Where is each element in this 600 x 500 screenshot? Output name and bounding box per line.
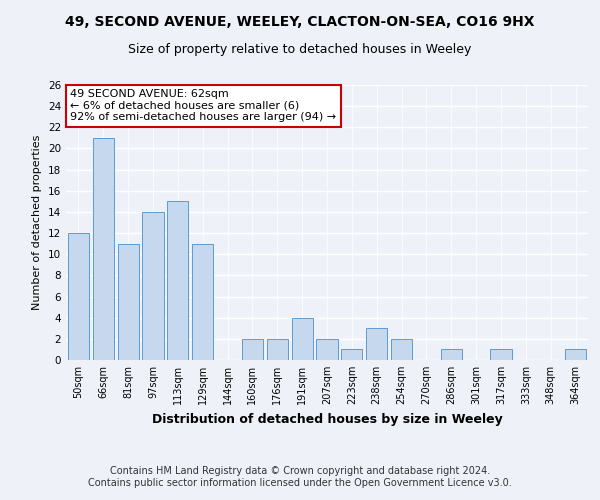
- Bar: [93, 138, 114, 360]
- Text: Size of property relative to detached houses in Weeley: Size of property relative to detached ho…: [128, 42, 472, 56]
- Bar: [68, 233, 89, 360]
- Bar: [242, 339, 263, 360]
- Bar: [316, 339, 338, 360]
- Bar: [292, 318, 313, 360]
- Bar: [366, 328, 387, 360]
- Bar: [192, 244, 213, 360]
- Bar: [167, 202, 188, 360]
- Bar: [267, 339, 288, 360]
- Text: 49, SECOND AVENUE, WEELEY, CLACTON-ON-SEA, CO16 9HX: 49, SECOND AVENUE, WEELEY, CLACTON-ON-SE…: [65, 15, 535, 29]
- Text: 49 SECOND AVENUE: 62sqm
← 6% of detached houses are smaller (6)
92% of semi-deta: 49 SECOND AVENUE: 62sqm ← 6% of detached…: [70, 89, 336, 122]
- Bar: [142, 212, 164, 360]
- Bar: [118, 244, 139, 360]
- Text: Contains HM Land Registry data © Crown copyright and database right 2024.
Contai: Contains HM Land Registry data © Crown c…: [88, 466, 512, 487]
- Bar: [341, 350, 362, 360]
- Bar: [391, 339, 412, 360]
- Bar: [565, 350, 586, 360]
- Bar: [441, 350, 462, 360]
- Bar: [490, 350, 512, 360]
- Y-axis label: Number of detached properties: Number of detached properties: [32, 135, 43, 310]
- X-axis label: Distribution of detached houses by size in Weeley: Distribution of detached houses by size …: [152, 412, 502, 426]
